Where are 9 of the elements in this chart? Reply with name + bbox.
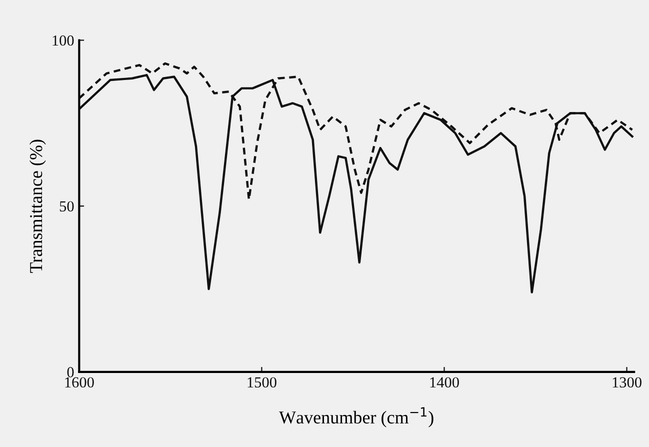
y-tick-label: 50	[60, 201, 74, 212]
x-axis-title: Wavenumber (cm$^{−1}$)	[279, 407, 434, 428]
x-tick-label: 1600	[65, 377, 94, 388]
y-axis-title: Transmittance (%)	[29, 140, 46, 273]
x-tick-label: 1300	[612, 377, 642, 388]
x-tick-label: 1400	[430, 377, 459, 388]
x-tick-label: 1500	[248, 377, 276, 388]
y-tick-label: 0	[67, 367, 74, 378]
y-tick-label: 100	[52, 35, 74, 46]
